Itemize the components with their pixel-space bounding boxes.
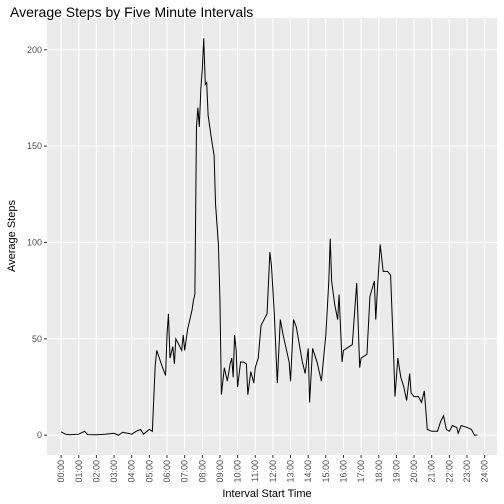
- x-tick-label: 11:00: [250, 460, 260, 482]
- x-tick-label: 06:00: [162, 460, 172, 483]
- x-tick-label: 12:00: [268, 460, 278, 483]
- y-tick-label: 150: [27, 141, 42, 151]
- x-tick-label: 24:00: [480, 460, 490, 483]
- x-tick-label: 18:00: [374, 460, 384, 483]
- x-tick-label: 17:00: [356, 460, 366, 483]
- line: [60, 38, 478, 436]
- x-tick-label: 00:00: [56, 460, 66, 483]
- x-tick-label: 14:00: [303, 460, 313, 483]
- x-tick-label: 07:00: [180, 460, 190, 483]
- chart-title: Average Steps by Five Minute Intervals: [10, 4, 253, 20]
- x-axis-label: Interval Start Time: [222, 488, 311, 500]
- y-tick-label: 100: [27, 237, 42, 247]
- x-tick-label: 21:00: [427, 460, 437, 483]
- x-tick-label: 10:00: [233, 460, 243, 483]
- x-tick-label: 01:00: [74, 460, 84, 483]
- x-tick-label: 16:00: [338, 460, 348, 483]
- x-tick-label: 03:00: [109, 460, 119, 483]
- x-tick-label: 19:00: [391, 460, 401, 483]
- y-tick-label: 200: [27, 45, 42, 55]
- x-tick-label: 05:00: [144, 460, 154, 483]
- y-axis-label: Average Steps: [6, 200, 18, 272]
- x-tick-label: 20:00: [409, 460, 419, 483]
- x-tick-label: 22:00: [444, 460, 454, 483]
- x-tick-label: 13:00: [286, 460, 296, 483]
- x-tick-label: 08:00: [197, 460, 207, 483]
- x-tick-label: 23:00: [462, 460, 472, 483]
- y-tick-label: 50: [32, 334, 42, 344]
- x-tick-label: 04:00: [127, 460, 137, 483]
- y-tick-label: 0: [37, 430, 42, 440]
- panel: [47, 18, 497, 455]
- x-tick-label: 02:00: [91, 460, 101, 483]
- x-tick-label: 09:00: [215, 460, 225, 483]
- x-tick-label: 15:00: [321, 460, 331, 483]
